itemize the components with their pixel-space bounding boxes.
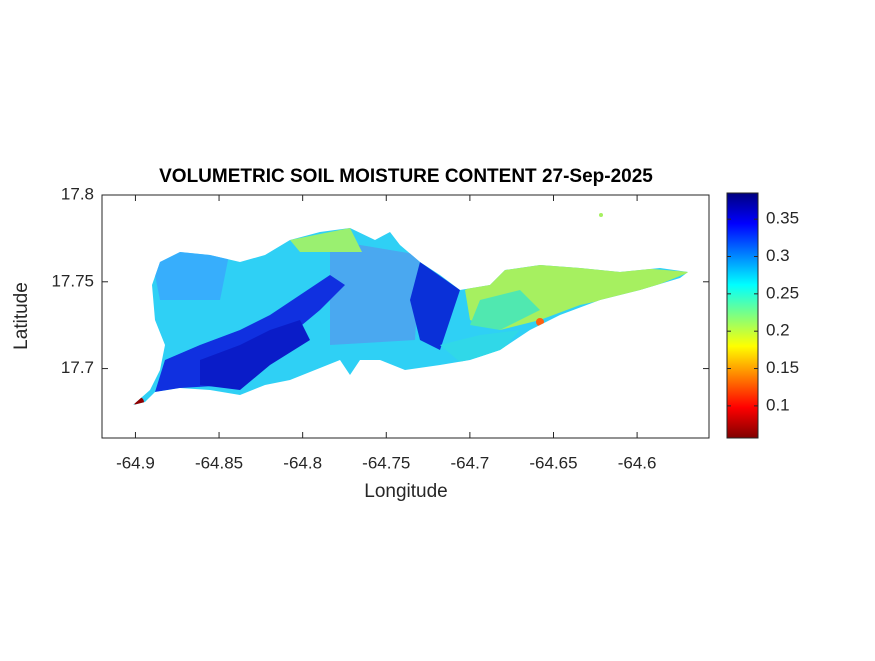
x-tick-label: -64.85 [195, 453, 243, 472]
colorbar [726, 192, 759, 439]
chart-title: VOLUMETRIC SOIL MOISTURE CONTENT 27-Sep-… [159, 166, 653, 187]
x-tick-label: -64.7 [451, 453, 490, 472]
y-axis-label: Latitude [11, 282, 32, 350]
x-tick-label: -64.9 [116, 453, 155, 472]
x-tick-label: -64.6 [618, 453, 657, 472]
colorbar-tick-label: 0.35 [766, 209, 799, 228]
colorbar-tick-label: 0.15 [766, 358, 799, 377]
colorbar-tick-label: 0.2 [766, 321, 790, 340]
islet [599, 213, 603, 217]
x-tick-label: -64.8 [283, 453, 322, 472]
y-tick-label: 17.7 [61, 358, 94, 377]
x-tick-label: -64.65 [529, 453, 577, 472]
colorbar-tick-label: 0.3 [766, 246, 790, 265]
x-tick-label: -64.75 [362, 453, 410, 472]
colorbar-tick-label: 0.1 [766, 395, 790, 414]
y-tick-label: 17.75 [51, 271, 94, 290]
x-axis-label: Longitude [364, 481, 447, 502]
y-tick-label: 17.8 [61, 184, 94, 203]
colorbar-tick-label: 0.25 [766, 283, 799, 302]
